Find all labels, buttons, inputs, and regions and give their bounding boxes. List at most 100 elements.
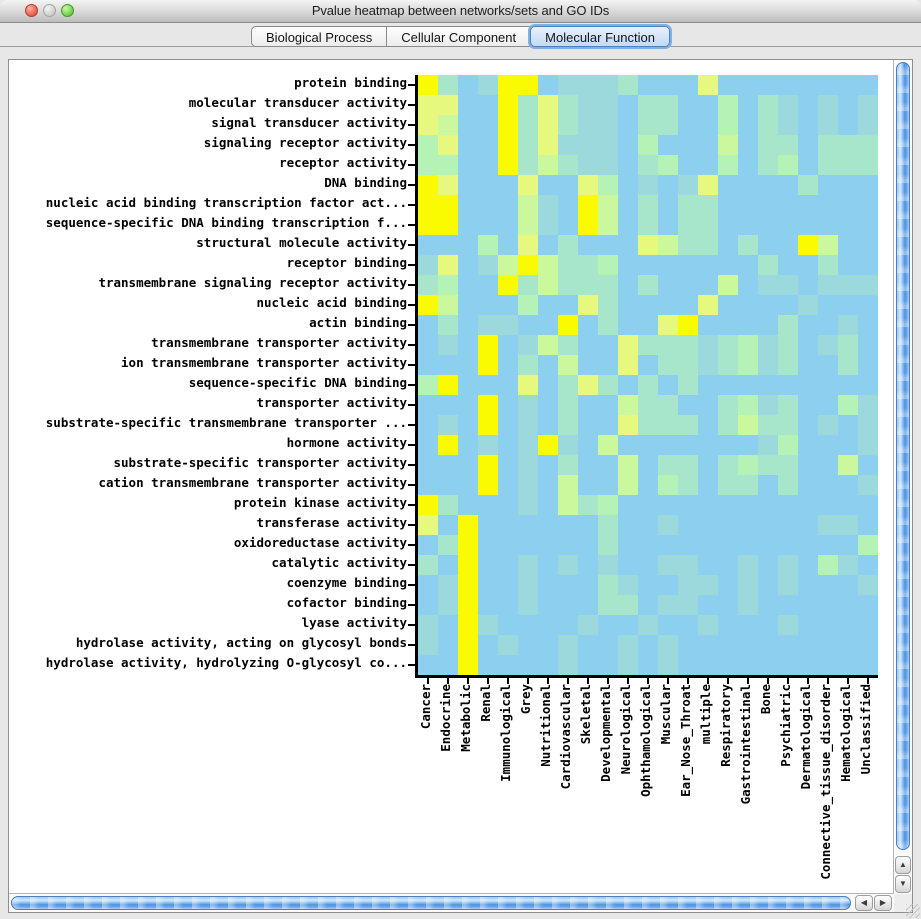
heatmap-cell bbox=[558, 535, 578, 555]
heatmap-cell bbox=[798, 75, 818, 95]
col-tick bbox=[767, 678, 769, 684]
heatmap-cell bbox=[638, 555, 658, 575]
heatmap-cell bbox=[538, 435, 558, 455]
heatmap-cell bbox=[458, 135, 478, 155]
heatmap-cell bbox=[498, 555, 518, 575]
scroll-right-button[interactable]: ▶ bbox=[874, 895, 892, 911]
heatmap-cell bbox=[618, 455, 638, 475]
vertical-scrollbar-thumb[interactable] bbox=[896, 62, 910, 850]
heatmap-cell bbox=[638, 315, 658, 335]
tab-cellular-component[interactable]: Cellular Component bbox=[387, 26, 532, 47]
heatmap-row bbox=[418, 315, 878, 335]
heatmap-cell bbox=[738, 555, 758, 575]
heatmap-cell bbox=[438, 95, 458, 115]
heatmap-cell bbox=[478, 215, 498, 235]
heatmap-cell bbox=[678, 175, 698, 195]
tab-molecular-function[interactable]: Molecular Function bbox=[530, 26, 670, 47]
heatmap-cell bbox=[518, 195, 538, 215]
col-label: Neurological bbox=[618, 684, 633, 775]
horizontal-scrollbar-thumb[interactable] bbox=[11, 896, 851, 910]
heatmap-cell bbox=[578, 555, 598, 575]
horizontal-scrollbar[interactable]: ◀ ▶ bbox=[9, 893, 894, 912]
heatmap-cell bbox=[678, 415, 698, 435]
heatmap-cell bbox=[598, 195, 618, 215]
heatmap-cell bbox=[718, 135, 738, 155]
heatmap-cell bbox=[818, 355, 838, 375]
heatmap-cell bbox=[458, 335, 478, 355]
heatmap-cell bbox=[758, 295, 778, 315]
heatmap-cell bbox=[758, 535, 778, 555]
row-tick bbox=[408, 184, 415, 186]
heatmap-cell bbox=[618, 255, 638, 275]
vertical-scrollbar[interactable]: ▲ ▼ bbox=[893, 60, 912, 894]
heatmap-cell bbox=[458, 415, 478, 435]
row-tick bbox=[408, 164, 415, 166]
heatmap-cell bbox=[838, 115, 858, 135]
heatmap-cell bbox=[798, 575, 818, 595]
row-label: oxidoreductase activity bbox=[233, 535, 407, 550]
heatmap-cell bbox=[498, 375, 518, 395]
heatmap-cell bbox=[638, 615, 658, 635]
heatmap-cell bbox=[718, 595, 738, 615]
scroll-down-button[interactable]: ▼ bbox=[895, 875, 911, 893]
heatmap-cell bbox=[718, 555, 738, 575]
heatmap-cell bbox=[638, 495, 658, 515]
row-label: hydrolase activity, acting on glycosyl b… bbox=[75, 635, 407, 650]
heatmap-row-labels: protein binding molecular transducer acti… bbox=[9, 75, 407, 675]
col-tick bbox=[487, 678, 489, 684]
heatmap-cell bbox=[478, 135, 498, 155]
heatmap-cell bbox=[718, 315, 738, 335]
heatmap-cell bbox=[558, 555, 578, 575]
heatmap-cell bbox=[858, 615, 878, 635]
heatmap-cell bbox=[418, 355, 438, 375]
heatmap-cell bbox=[518, 215, 538, 235]
heatmap-cell bbox=[558, 595, 578, 615]
row-tick bbox=[408, 584, 415, 586]
heatmap-cell bbox=[418, 335, 438, 355]
tab-biological-process[interactable]: Biological Process bbox=[251, 26, 388, 47]
row-tick bbox=[408, 524, 415, 526]
col-label: Ear_Nose_Throat bbox=[678, 684, 693, 797]
heatmap-cell bbox=[618, 135, 638, 155]
heatmap-cell bbox=[538, 255, 558, 275]
zoom-button[interactable] bbox=[61, 4, 74, 17]
heatmap-cell bbox=[478, 595, 498, 615]
heatmap-cell bbox=[638, 155, 658, 175]
heatmap-cell bbox=[838, 255, 858, 275]
title-bar[interactable]: Pvalue heatmap between networks/sets and… bbox=[0, 0, 921, 23]
heatmap-cell bbox=[578, 155, 598, 175]
heatmap-cell bbox=[518, 535, 538, 555]
row-label: ion transmembrane transporter activity bbox=[121, 355, 407, 370]
heatmap-cell bbox=[658, 475, 678, 495]
heatmap-cell bbox=[698, 515, 718, 535]
heatmap-cell bbox=[758, 315, 778, 335]
heatmap-cell bbox=[618, 335, 638, 355]
heatmap-cell bbox=[638, 135, 658, 155]
minimize-button[interactable] bbox=[43, 4, 56, 17]
heatmap-cell bbox=[638, 195, 658, 215]
heatmap-cell bbox=[638, 295, 658, 315]
heatmap-cell bbox=[558, 615, 578, 635]
heatmap-row bbox=[418, 475, 878, 495]
heatmap-cell bbox=[718, 395, 738, 415]
heatmap-cell bbox=[858, 75, 878, 95]
scroll-left-button[interactable]: ◀ bbox=[855, 895, 873, 911]
col-label: Cardiovascular bbox=[558, 684, 573, 790]
heatmap-cell bbox=[758, 115, 778, 135]
heatmap-cell bbox=[518, 455, 538, 475]
heatmap-cell bbox=[798, 115, 818, 135]
heatmap-cell bbox=[498, 415, 518, 435]
scroll-up-button[interactable]: ▲ bbox=[895, 856, 911, 874]
heatmap-cell bbox=[478, 335, 498, 355]
heatmap-cell bbox=[698, 255, 718, 275]
heatmap-cell bbox=[578, 95, 598, 115]
heatmap-cell bbox=[598, 275, 618, 295]
heatmap-cell bbox=[698, 115, 718, 135]
heatmap-cell bbox=[538, 595, 558, 615]
heatmap-cell bbox=[678, 535, 698, 555]
resize-grip[interactable] bbox=[906, 904, 920, 918]
heatmap-cell bbox=[598, 535, 618, 555]
close-button[interactable] bbox=[25, 4, 38, 17]
heatmap-cell bbox=[438, 255, 458, 275]
col-tick bbox=[467, 678, 469, 684]
